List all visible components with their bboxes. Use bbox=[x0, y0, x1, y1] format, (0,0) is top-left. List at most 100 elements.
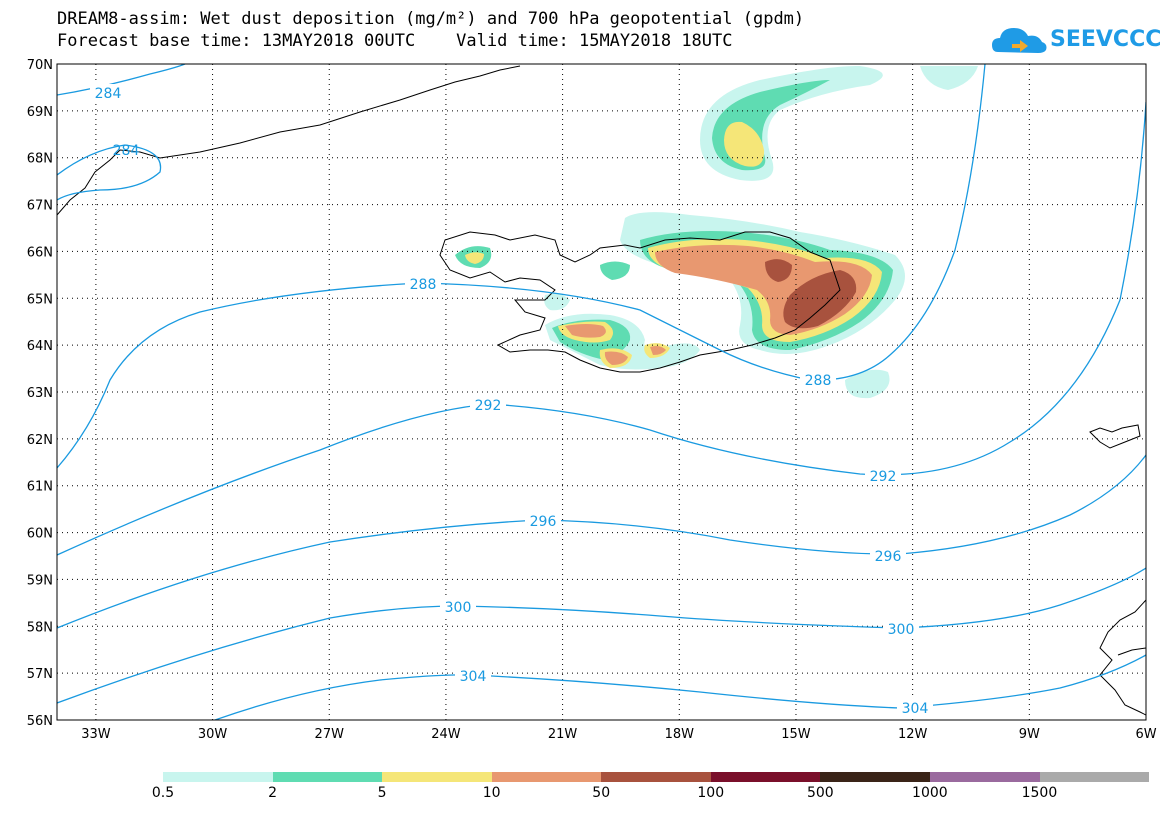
contour-label-288-a: 288 bbox=[405, 275, 441, 293]
contour-292 bbox=[57, 101, 1146, 556]
coastline-norway bbox=[1117, 647, 1146, 656]
lon-tick-label: 21W bbox=[548, 727, 578, 742]
dust-patch-mid-base bbox=[544, 293, 570, 311]
lon-tick-label: 18W bbox=[665, 727, 695, 742]
lat-tick-label: 70N bbox=[27, 58, 53, 73]
colorbar-swatch bbox=[382, 772, 492, 782]
dust-patch-west-10 bbox=[565, 324, 606, 338]
lon-tick-label: 15W bbox=[781, 727, 811, 742]
lat-tick-label: 67N bbox=[27, 199, 53, 214]
coastline-greenland bbox=[57, 65, 521, 216]
colorbar-label: 500 bbox=[806, 785, 834, 801]
contour-label-296-b: 296 bbox=[870, 547, 906, 565]
dust-iceland-50b bbox=[765, 259, 792, 282]
lat-tick-label: 68N bbox=[27, 152, 53, 167]
svg-text:288: 288 bbox=[410, 277, 437, 293]
lon-tick-label: 12W bbox=[898, 727, 928, 742]
colorbar bbox=[163, 772, 1150, 782]
colorbar-swatch bbox=[272, 772, 383, 782]
coastlines bbox=[57, 65, 1146, 716]
contour-label-300-b: 300 bbox=[883, 620, 919, 638]
lat-tick-label: 61N bbox=[27, 480, 53, 495]
geopotential-contours bbox=[57, 64, 1146, 720]
colorbar-label: 50 bbox=[592, 785, 611, 801]
dust-patch-mid bbox=[600, 261, 630, 280]
colorbar-swatch bbox=[163, 772, 273, 782]
svg-text:304: 304 bbox=[902, 701, 929, 717]
coastline-faroes bbox=[1089, 424, 1141, 449]
colorbar-label: 2 bbox=[268, 785, 278, 801]
lat-tick-label: 64N bbox=[27, 339, 53, 354]
contour-label-284-a: 284 bbox=[90, 84, 126, 102]
contour-288 bbox=[57, 64, 986, 469]
contour-label-292-b: 292 bbox=[865, 467, 901, 485]
colorbar-swatch bbox=[1039, 772, 1150, 782]
contour-304 bbox=[214, 654, 1146, 720]
contour-296 bbox=[57, 454, 1146, 629]
longitude-labels: 33W 30W 27W 24W 21W 18W 15W 12W 9W 6W bbox=[81, 727, 1157, 742]
contour-300 bbox=[57, 567, 1146, 704]
lon-tick-label: 6W bbox=[1135, 727, 1156, 742]
colorbar-swatch bbox=[710, 772, 821, 782]
svg-text:296: 296 bbox=[875, 549, 902, 565]
contour-284-loop bbox=[57, 144, 162, 201]
lon-tick-label: 9W bbox=[1019, 727, 1040, 742]
colorbar-swatch bbox=[820, 772, 930, 782]
contour-label-296-a: 296 bbox=[525, 512, 561, 530]
lat-tick-label: 60N bbox=[27, 527, 53, 542]
lat-tick-label: 65N bbox=[27, 292, 53, 307]
lat-tick-label: 56N bbox=[27, 714, 53, 729]
colorbar-swatch bbox=[601, 772, 711, 782]
contour-label-292-a: 292 bbox=[470, 396, 506, 414]
coastline-iceland bbox=[439, 231, 841, 373]
contour-label-288-b: 288 bbox=[800, 371, 836, 389]
svg-text:304: 304 bbox=[460, 669, 487, 685]
coastline-scotland bbox=[1099, 599, 1146, 716]
dust-patch-ne bbox=[920, 66, 978, 90]
contour-label-304-b: 304 bbox=[897, 699, 933, 717]
lat-tick-label: 58N bbox=[27, 620, 53, 635]
lon-tick-label: 30W bbox=[198, 727, 228, 742]
dust-plume-north-5 bbox=[724, 121, 765, 167]
contour-284-north bbox=[57, 64, 186, 96]
contour-label-304-a: 304 bbox=[455, 667, 491, 685]
colorbar-label: 10 bbox=[482, 785, 501, 801]
colorbar-label: 5 bbox=[377, 785, 387, 801]
lat-tick-label: 62N bbox=[27, 433, 53, 448]
lat-tick-label: 57N bbox=[27, 667, 53, 682]
logo-text: SEEVCCC bbox=[1050, 27, 1162, 52]
svg-text:288: 288 bbox=[805, 373, 832, 389]
colorbar-label: 1500 bbox=[1021, 785, 1058, 801]
svg-text:284: 284 bbox=[95, 86, 122, 102]
svg-text:292: 292 bbox=[475, 398, 502, 414]
svg-text:284: 284 bbox=[113, 143, 140, 159]
contour-labels: 284 284 288 288 292 292 296 296 300 300 … bbox=[90, 84, 933, 717]
dust-patch-sw-10 bbox=[604, 351, 628, 365]
svg-text:300: 300 bbox=[888, 622, 915, 638]
svg-text:300: 300 bbox=[445, 600, 472, 616]
colorbar-label: 0.5 bbox=[151, 785, 175, 801]
contour-label-284-b: 284 bbox=[113, 143, 140, 159]
colorbar-swatch bbox=[929, 772, 1040, 782]
lon-tick-label: 33W bbox=[81, 727, 111, 742]
contour-label-300-a: 300 bbox=[440, 598, 476, 616]
svg-text:296: 296 bbox=[530, 514, 557, 530]
colorbar-swatch bbox=[491, 772, 602, 782]
dust-patch-se bbox=[845, 369, 890, 399]
lat-tick-label: 66N bbox=[27, 245, 53, 260]
chart-title-line1: DREAM8-assim: Wet dust deposition (mg/m²… bbox=[57, 9, 805, 29]
dust-deposition-field bbox=[455, 65, 978, 399]
dust-patch-nw-5 bbox=[465, 252, 484, 264]
svg-text:292: 292 bbox=[870, 469, 897, 485]
lat-tick-label: 69N bbox=[27, 105, 53, 120]
chart-title-line2: Forecast base time: 13MAY2018 00UTC Vali… bbox=[57, 31, 733, 51]
lat-tick-label: 63N bbox=[27, 386, 53, 401]
dust-patch-s-10 bbox=[650, 346, 666, 355]
latitude-labels: 70N 69N 68N 67N 66N 65N 64N 63N 62N 61N 60N 59N 58N 5… bbox=[27, 58, 53, 729]
colorbar-label: 100 bbox=[697, 785, 725, 801]
lon-tick-label: 24W bbox=[431, 727, 461, 742]
lon-tick-label: 27W bbox=[315, 727, 345, 742]
colorbar-label: 1000 bbox=[912, 785, 948, 801]
lat-tick-label: 59N bbox=[27, 573, 53, 588]
